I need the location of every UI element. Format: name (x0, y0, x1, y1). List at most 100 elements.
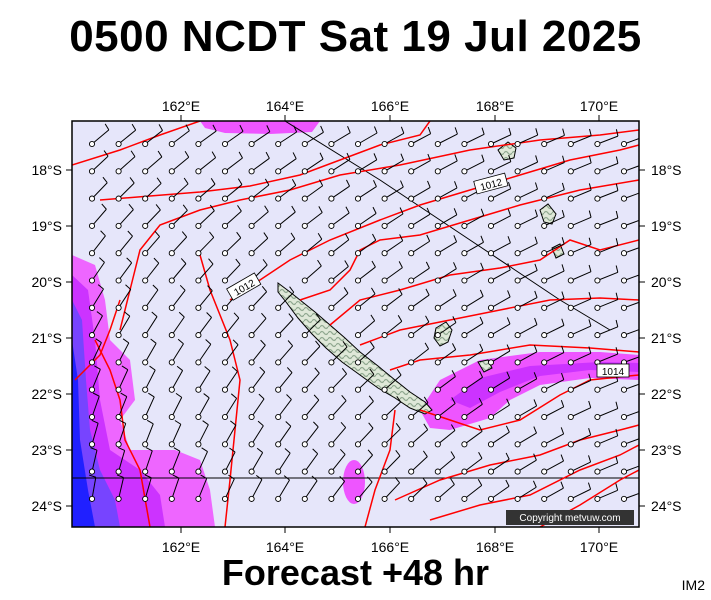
wind-barb-staff (410, 160, 431, 172)
wind-barb-feather (96, 311, 103, 317)
wind-barb-staff (197, 317, 212, 336)
wind-barb-feather (101, 203, 107, 210)
lat-tick-label: 22°S (651, 386, 682, 402)
wind-station (88, 277, 96, 284)
wind-barb-feather (372, 206, 377, 214)
wind-barb-staff (304, 372, 320, 391)
wind-barb-staff (277, 238, 296, 254)
wind-barb-staff (91, 342, 102, 363)
wind-barb-feather (339, 476, 345, 482)
wind-barb-feather (534, 209, 538, 217)
wind-barb-feather (400, 153, 405, 161)
wind-station (248, 304, 255, 311)
wind-barb-feather (479, 289, 484, 297)
wind-barb-feather (228, 474, 235, 480)
wind-station (88, 359, 96, 366)
wind-barb-feather (314, 367, 320, 374)
wind-barb-staff (410, 294, 430, 309)
wind-barb-staff (464, 376, 483, 391)
wind-station (88, 168, 96, 175)
wind-station (434, 468, 441, 475)
wind-barb-feather (422, 450, 428, 457)
wind-barb-feather (478, 424, 483, 432)
wind-station (354, 140, 362, 148)
wind-barb-feather (588, 210, 592, 218)
wind-barb-feather (318, 206, 323, 213)
wind-shade-east-light (420, 352, 639, 430)
wind-barb-staff (197, 397, 210, 418)
wind-station (328, 304, 335, 311)
wind-station (567, 441, 574, 448)
wind-barb-feather (505, 479, 510, 487)
wind-barb-staff (543, 189, 565, 200)
copyright-box (506, 510, 634, 525)
wind-barb-staff (144, 477, 152, 500)
wind-station (275, 386, 282, 393)
wind-barb-feather (643, 130, 644, 137)
wind-barb-staff (144, 236, 160, 254)
wind-station (594, 413, 601, 421)
wind-barb-feather (643, 266, 644, 273)
wind-barb-staff (118, 450, 126, 472)
wind-barb-staff (91, 129, 110, 145)
wind-barb-staff (464, 268, 484, 281)
wind-barb-feather (588, 319, 592, 327)
wind-station (594, 250, 601, 257)
wind-barb-staff (597, 353, 618, 363)
wind-barb-feather (103, 150, 109, 157)
wind-barb-feather (91, 419, 99, 424)
wind-barb-feather (588, 455, 592, 463)
wind-barb-feather (533, 372, 538, 380)
wind-barb-staff (198, 237, 215, 254)
lat-tick-label: 22°S (31, 386, 62, 402)
lat-tick-label: 19°S (651, 218, 682, 234)
wind-barb-feather (100, 230, 106, 237)
wind-barb-feather (425, 315, 430, 323)
wind-barb-staff (597, 299, 618, 309)
wind-station (381, 140, 388, 148)
wind-station (620, 168, 628, 175)
wind-station (620, 277, 628, 284)
wind-station (195, 195, 202, 202)
wind-station (541, 250, 548, 257)
wind-barb-staff (198, 183, 216, 199)
wind-barb-feather (615, 238, 619, 246)
wind-barb-staff (251, 425, 264, 445)
map-title: 0500 NCDT Sat 19 Jul 2025 (69, 12, 642, 61)
wind-barb-staff (410, 321, 430, 336)
wind-station (434, 359, 441, 366)
wind-barb-staff (118, 477, 125, 500)
wind-barb-staff (251, 318, 267, 336)
wind-station (275, 140, 282, 148)
wind-barb-feather (452, 289, 457, 296)
wind-barb-feather (506, 344, 511, 352)
wind-barb-feather (340, 421, 347, 428)
wind-station (434, 304, 441, 311)
wind-barb-feather (319, 152, 324, 160)
wind-barb-staff (570, 135, 592, 145)
wind-barb-staff (251, 479, 263, 500)
wind-barb-staff (623, 383, 639, 391)
wind-barb-staff (198, 263, 214, 281)
wind-barb-feather (315, 340, 321, 347)
wind-barb-feather (395, 423, 401, 430)
wind-barb-staff (570, 352, 592, 363)
wind-station (168, 250, 175, 257)
wind-barb-feather (643, 157, 644, 164)
wind-barb-feather (128, 203, 134, 210)
wind-station (408, 222, 415, 229)
wind-station (248, 468, 255, 475)
isobar-line (419, 374, 639, 431)
wind-barb-feather (90, 447, 98, 451)
wind-barb-staff (384, 320, 403, 336)
wind-barb-feather (561, 209, 565, 217)
wind-barb-staff (118, 209, 134, 227)
wind-barb-feather (451, 397, 456, 404)
wind-station (541, 468, 548, 475)
wind-barb-staff (331, 239, 350, 254)
wind-station (461, 140, 468, 148)
wind-barb-staff (517, 378, 537, 391)
wind-barb-staff (410, 456, 428, 472)
wind-barb-feather (255, 474, 263, 480)
wind-barb-feather (454, 127, 458, 135)
